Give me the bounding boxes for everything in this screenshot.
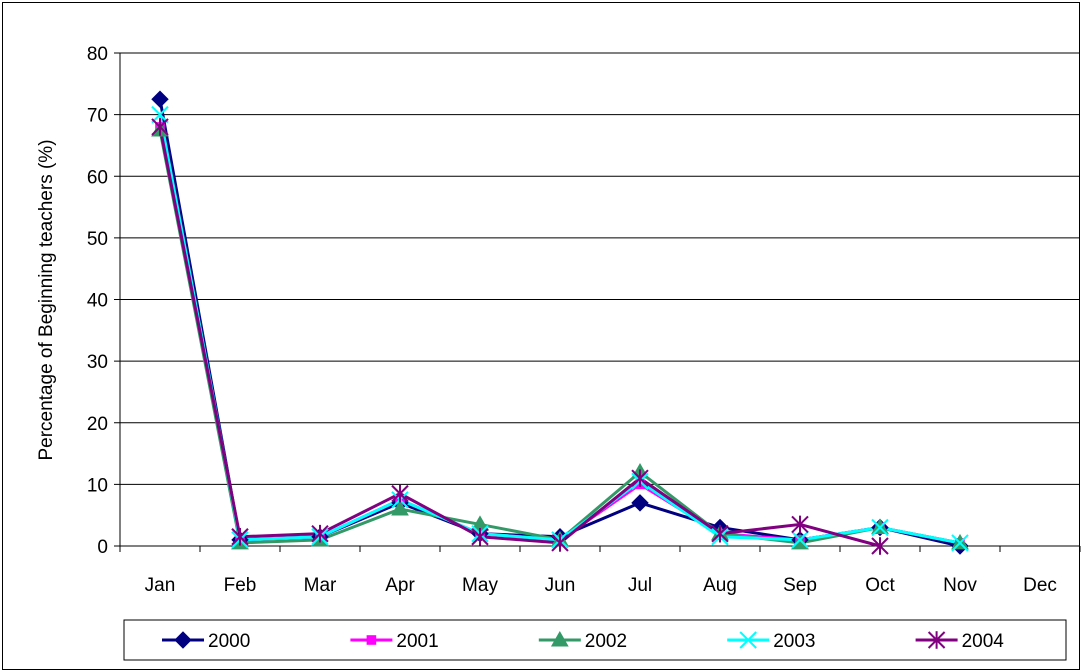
star-marker: [871, 537, 889, 555]
series-line-2001: [158, 126, 961, 545]
x-tick-label-nov: Nov: [943, 575, 977, 596]
y-axis-title: Percentage of Beginning teachers (%): [36, 139, 57, 460]
y-tick-label: 70: [87, 106, 108, 127]
diamond-marker: [151, 90, 169, 108]
x-tick-label-aug: Aug: [703, 575, 737, 596]
legend-label-2001: 2001: [396, 631, 438, 652]
legend-label-2003: 2003: [773, 631, 815, 652]
x-tick-label-sep: Sep: [783, 575, 817, 596]
legend-label-2004: 2004: [962, 631, 1005, 652]
triangle-marker: [550, 630, 569, 647]
star-marker: [231, 527, 249, 546]
x-marker-stroke: [871, 518, 889, 537]
triangle-marker: [791, 533, 809, 550]
legend-box: [123, 619, 1067, 661]
series-line-2004: [158, 126, 881, 548]
x-tick-label-jan: Jan: [145, 575, 176, 596]
x-marker: [871, 518, 889, 537]
star-marker: [791, 515, 809, 534]
x-marker: [151, 105, 169, 124]
x-marker: [739, 631, 757, 649]
x-marker: [791, 531, 809, 549]
star-marker: [551, 534, 569, 552]
x-tick-label-feb: Feb: [224, 575, 257, 596]
series-markers: [151, 90, 969, 555]
x-tick-label-dec: Dec: [1023, 575, 1057, 596]
star-marker: [631, 469, 649, 488]
series-line-2002: [158, 129, 961, 545]
y-tick-label: 20: [87, 414, 108, 435]
x-tick-label-apr: Apr: [385, 575, 415, 596]
legend-label-2002: 2002: [585, 631, 627, 652]
y-tick-label: 60: [87, 167, 108, 188]
x-tick-label-jun: Jun: [545, 575, 576, 596]
x-tick-label-jul: Jul: [628, 575, 652, 596]
gridlines: [120, 52, 1080, 485]
y-tick-label: 80: [87, 44, 108, 65]
x-tick-label-mar: Mar: [304, 575, 337, 596]
diamond-marker: [174, 631, 192, 649]
series-line-2003: [158, 114, 961, 545]
y-tick-label: 40: [87, 291, 108, 312]
series-line-2000: [158, 98, 961, 548]
x-tick-label-oct: Oct: [865, 575, 895, 596]
x-marker-stroke: [951, 534, 969, 552]
diamond-marker: [631, 494, 649, 512]
star-marker: [927, 631, 946, 649]
y-tick-label: 10: [87, 475, 108, 496]
star-marker: [391, 484, 409, 503]
star-marker: [711, 524, 729, 543]
y-tick-label: 30: [87, 352, 108, 373]
x-marker: [951, 534, 969, 552]
axes: 0 10 20 30 40 50 60 70 80 Jan Feb Mar Apr May Jun Jul Au…: [87, 44, 1081, 596]
square-marker: [366, 635, 377, 645]
star-marker: [311, 524, 329, 543]
legend-label-2000: 2000: [208, 631, 250, 652]
x-marker-stroke: [151, 105, 169, 124]
y-tick-label: 50: [87, 229, 108, 250]
triangle-marker: [391, 500, 409, 516]
star-marker: [471, 527, 489, 546]
legend: 2000 2001 2002 2003 2004: [123, 619, 1067, 661]
x-tick-label-may: May: [462, 575, 498, 596]
star-marker: [151, 118, 169, 136]
x-marker-stroke: [791, 531, 809, 549]
x-marker-stroke: [739, 631, 757, 649]
series-lines: [158, 98, 961, 548]
y-tick-label: 0: [97, 537, 108, 558]
